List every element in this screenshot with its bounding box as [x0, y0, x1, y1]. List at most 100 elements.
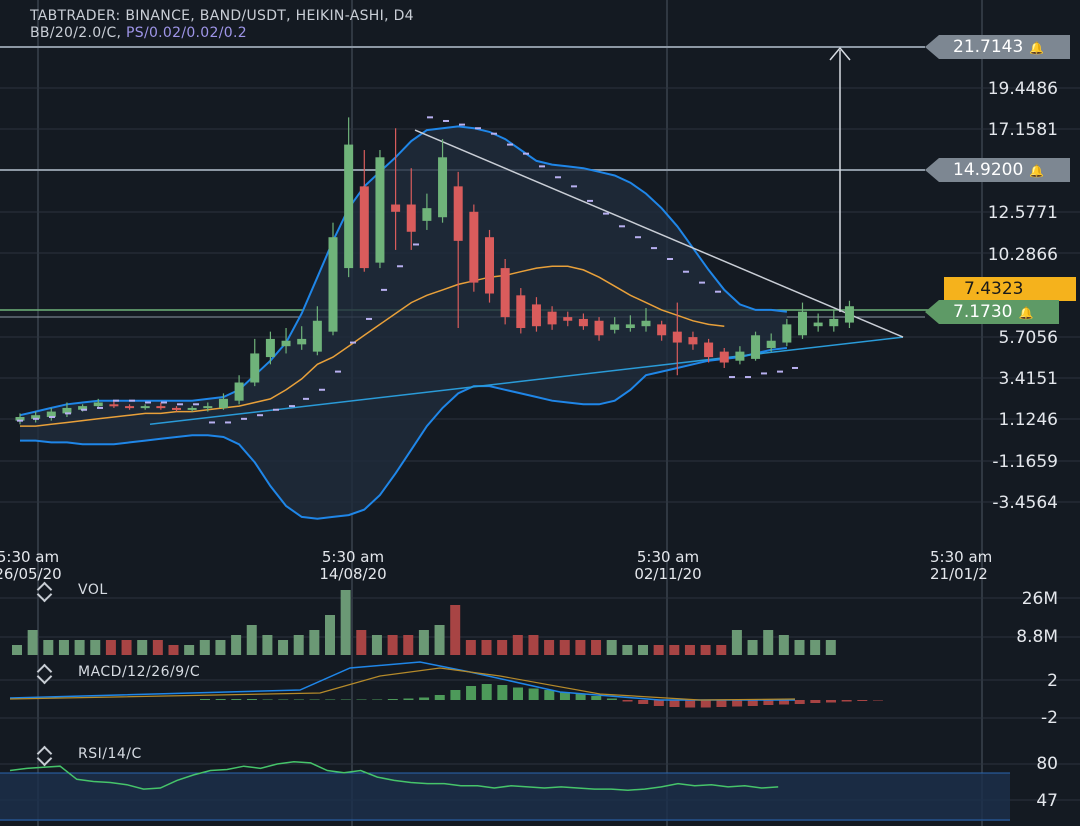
- volume-bar: [199, 640, 210, 655]
- macd-histogram-bar: [309, 699, 320, 700]
- date-label: 21/01/2: [930, 565, 988, 583]
- bell-icon[interactable]: 🔔: [1029, 164, 1045, 178]
- candle-body: [344, 144, 354, 269]
- volume-bar: [434, 625, 445, 655]
- time-label: 5:30 am: [0, 548, 60, 566]
- macd-histogram-bar: [231, 699, 242, 700]
- bb-indicator-label[interactable]: BB/20/2.0/C,: [30, 25, 127, 41]
- macd-signal-line: [9, 667, 796, 701]
- macd-histogram-bar: [387, 699, 398, 700]
- volume-bar: [325, 615, 335, 655]
- volume-bar: [90, 640, 101, 655]
- macd-histogram-bar: [575, 694, 586, 700]
- time-label: 5:30 am: [930, 548, 993, 566]
- macd-histogram-bar: [872, 700, 883, 701]
- time-axis-label: 5:30 am 26/05/20: [0, 549, 88, 583]
- macd-histogram-bar: [325, 699, 336, 700]
- time-axis-label: 5:30 am 02/11/20: [608, 549, 728, 583]
- bell-icon: 🔔: [1018, 306, 1034, 320]
- current-price-value: 7.1730: [953, 302, 1013, 322]
- volume-bar: [137, 640, 148, 655]
- macd-histogram-bar: [763, 700, 774, 705]
- ps-indicator-label[interactable]: PS/0.02/0.02/0.2: [126, 25, 247, 41]
- candle-body: [782, 324, 792, 343]
- volume-bar: [794, 640, 805, 655]
- candle-body: [78, 406, 88, 410]
- candle-body: [359, 186, 369, 269]
- volume-bar: [356, 630, 367, 655]
- volume-bar: [544, 640, 555, 655]
- candle-body: [312, 320, 322, 352]
- volume-bar: [246, 625, 257, 655]
- candle-body: [531, 304, 541, 327]
- candle-body: [798, 311, 807, 336]
- candle-body: [610, 324, 620, 330]
- bell-icon[interactable]: 🔔: [1029, 41, 1045, 55]
- macd-histogram-bar: [559, 692, 570, 700]
- volume-bar: [403, 635, 414, 655]
- macd-histogram-bar: [450, 690, 461, 700]
- macd-histogram-bar: [700, 700, 711, 708]
- volume-bar: [684, 645, 695, 655]
- macd-histogram-bar: [606, 698, 617, 700]
- volume-bar: [74, 640, 85, 655]
- macd-histogram-bar: [356, 699, 367, 700]
- candle-body: [516, 295, 526, 329]
- volume-bar: [43, 640, 54, 655]
- price-axis-label: -3.4564: [992, 493, 1058, 513]
- vol-axis-label: 26M: [1021, 589, 1058, 609]
- candle-body: [438, 157, 448, 218]
- macd-axis-label: -2: [1041, 708, 1058, 728]
- collapse-vol-icon[interactable]: [33, 580, 55, 602]
- price-alert-tag-high[interactable]: 21.7143 🔔: [925, 35, 1071, 59]
- candle-body: [594, 320, 604, 336]
- volume-bar: [747, 640, 758, 655]
- volume-bar: [512, 635, 523, 655]
- candle-body: [31, 415, 41, 419]
- macd-histogram-bar: [262, 699, 273, 700]
- candle-body: [485, 237, 494, 294]
- volume-bar: [825, 640, 836, 655]
- candle-body: [46, 411, 56, 418]
- candle-body: [281, 340, 291, 347]
- current-price-tag-orange: 7.4323: [944, 277, 1076, 301]
- time-label: 5:30 am: [636, 548, 700, 566]
- volume-bar: [12, 645, 22, 655]
- rsi-band: [0, 773, 1010, 821]
- macd-histogram-bar: [779, 700, 790, 705]
- macd-histogram-bar: [857, 700, 868, 701]
- candle-body: [218, 398, 228, 408]
- volume-bar: [716, 645, 727, 655]
- candle-body: [657, 324, 667, 336]
- collapse-rsi-icon[interactable]: [33, 744, 55, 766]
- candle-body: [547, 311, 557, 325]
- candle-body: [719, 351, 729, 363]
- rsi-axis-label: 47: [1036, 791, 1058, 811]
- volume-bar: [168, 645, 179, 655]
- candle-body: [125, 406, 135, 409]
- macd-histogram-bar: [278, 699, 289, 700]
- volume-bar: [418, 630, 429, 655]
- macd-histogram-bar: [841, 700, 852, 702]
- candle-body: [704, 342, 714, 358]
- resistance-trendline: [414, 129, 904, 338]
- macd-histogram-bar: [246, 699, 257, 700]
- volume-bar: [622, 645, 633, 655]
- price-axis-label: 3.4151: [998, 369, 1058, 389]
- collapse-macd-icon[interactable]: [33, 662, 55, 684]
- rsi-axis-label: 80: [1036, 754, 1058, 774]
- volume-bar: [278, 640, 289, 655]
- price-alert-tag-mid[interactable]: 14.9200 🔔: [925, 158, 1071, 182]
- macd-histogram-bar: [434, 695, 445, 700]
- volume-bar: [731, 630, 742, 655]
- bollinger-lower-line: [20, 347, 788, 520]
- volume-bar: [810, 640, 821, 655]
- macd-histogram-bar: [466, 686, 477, 700]
- candle-body: [234, 382, 244, 401]
- candle-body: [406, 204, 416, 232]
- macd-histogram-bar: [638, 700, 649, 704]
- current-price-tag-green: 7.1730 🔔: [925, 300, 1060, 324]
- candle-body: [563, 317, 573, 321]
- chart-title: TABTRADER: BINANCE, BAND/USDT, HEIKIN-AS…: [30, 8, 414, 24]
